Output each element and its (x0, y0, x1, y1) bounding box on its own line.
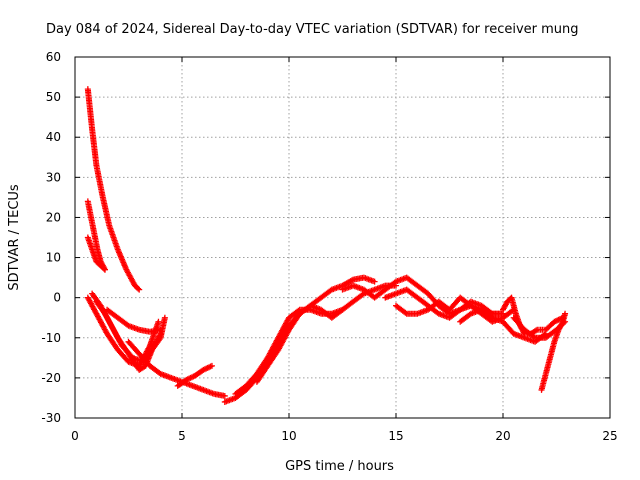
series-track-k (232, 306, 346, 397)
y-tick-label: 0 (53, 291, 61, 305)
x-tick-label: 25 (602, 429, 617, 443)
axis-ticks: 0 5 10 15 20 25 -30 -20 -10 0 10 20 30 40 50 60 (41, 50, 617, 443)
x-tick-label: 10 (281, 429, 296, 443)
series-track-r (538, 310, 569, 393)
data-point (402, 309, 409, 316)
y-tick-label: 60 (46, 50, 61, 64)
data-point (161, 314, 168, 321)
series-track-i (174, 362, 215, 389)
data-point (530, 333, 537, 340)
data-point (157, 326, 164, 333)
series-track-c (84, 234, 108, 273)
data-point (562, 318, 569, 325)
data-point (532, 327, 539, 334)
y-tick-label: 40 (46, 130, 61, 144)
data-point (348, 277, 355, 284)
x-tick-label: 5 (178, 429, 186, 443)
y-tick-label: 30 (46, 170, 61, 184)
y-axis-label: SDTVAR / TECUs (7, 184, 22, 291)
data-point (135, 285, 142, 292)
data-point (371, 278, 378, 285)
data-point (156, 336, 163, 343)
data-point (155, 318, 162, 325)
data-point (100, 265, 107, 272)
y-tick-label: 20 (46, 210, 61, 224)
data-point (221, 392, 228, 399)
x-tick-label: 0 (71, 429, 79, 443)
y-tick-label: 10 (46, 251, 61, 265)
series-track-g (104, 306, 164, 335)
data-point (562, 310, 569, 317)
series-track-s (510, 314, 569, 341)
data-point (136, 286, 143, 293)
x-tick-label: 15 (388, 429, 403, 443)
y-tick-label: -20 (41, 371, 61, 385)
data-point (560, 319, 567, 326)
plot-frame (74, 56, 611, 419)
series-track-d (84, 294, 162, 369)
chart-title: Day 084 of 2024, Sidereal Day-to-day VTE… (46, 22, 579, 37)
data-point (208, 362, 215, 369)
y-tick-label: -30 (41, 411, 61, 425)
series-track-a (84, 86, 143, 293)
y-tick-label: -10 (41, 331, 61, 345)
grid-lines (75, 57, 610, 418)
y-tick-label: 50 (46, 90, 61, 104)
x-tick-label: 20 (495, 429, 510, 443)
data-points (84, 86, 569, 405)
x-axis-label: GPS time / hours (285, 459, 394, 474)
data-point (101, 266, 108, 273)
